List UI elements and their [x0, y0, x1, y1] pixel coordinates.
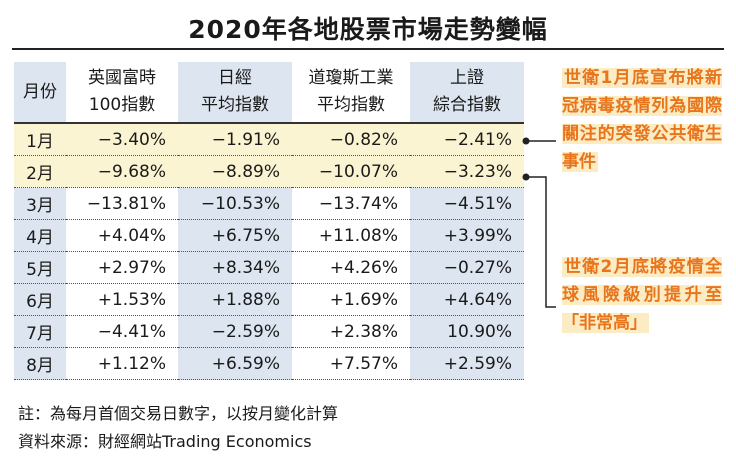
- header-dow: 道瓊斯工業 平均指數: [292, 62, 410, 124]
- connector-feb-line: [526, 176, 556, 308]
- header-month: 月份: [14, 62, 66, 124]
- nikkei-cell: −1.91%: [178, 123, 292, 156]
- table-row: 5月 +2.97% +8.34% +4.26% −0.27%: [14, 251, 524, 284]
- dow-cell: −10.07%: [292, 155, 410, 188]
- ftse-cell: −4.41%: [66, 315, 178, 348]
- dow-cell: −13.74%: [292, 187, 410, 220]
- nikkei-cell: +8.34%: [178, 251, 292, 284]
- ftse-cell: −13.81%: [66, 187, 178, 220]
- dow-cell: +11.08%: [292, 219, 410, 252]
- month-cell: 5月: [14, 251, 66, 284]
- dow-cell: +1.69%: [292, 283, 410, 316]
- ftse-cell: +1.53%: [66, 283, 178, 316]
- nikkei-cell: +1.88%: [178, 283, 292, 316]
- table-row: 2月 −9.68% −8.89% −10.07% −3.23%: [14, 155, 524, 188]
- sse-cell: −2.41%: [410, 123, 524, 156]
- month-cell: 7月: [14, 315, 66, 348]
- dow-cell: −0.82%: [292, 123, 410, 156]
- header-nikkei: 日經 平均指數: [178, 62, 292, 124]
- ftse-cell: +4.04%: [66, 219, 178, 252]
- sse-cell: +2.59%: [410, 347, 524, 380]
- callout-january: 世衛1月底宣布將新冠病毒疫情列為國際關注的突發公共衛生事件: [562, 64, 722, 176]
- nikkei-cell: +6.59%: [178, 347, 292, 380]
- stock-table: 月份 英國富時 100指數 日經 平均指數 道瓊斯工業 平均指數 上證 綜合指數…: [14, 62, 524, 380]
- month-cell: 6月: [14, 283, 66, 316]
- table-row: 8月 +1.12% +6.59% +7.57% +2.59%: [14, 347, 524, 380]
- page-title: 2020年各地股票市場走勢變幅: [188, 15, 548, 44]
- ftse-cell: −9.68%: [66, 155, 178, 188]
- dow-cell: +7.57%: [292, 347, 410, 380]
- ftse-cell: +2.97%: [66, 251, 178, 284]
- month-cell: 3月: [14, 187, 66, 220]
- nikkei-cell: −8.89%: [178, 155, 292, 188]
- source-text: 資料來源：財經網站Trading Economics: [18, 432, 312, 451]
- header-row: 月份 英國富時 100指數 日經 平均指數 道瓊斯工業 平均指數 上證 綜合指數: [14, 62, 524, 124]
- nikkei-cell: −2.59%: [178, 315, 292, 348]
- table-row: 3月 −13.81% −10.53% −13.74% −4.51%: [14, 187, 524, 220]
- sse-cell: −3.23%: [410, 155, 524, 188]
- table-row: 1月 −3.40% −1.91% −0.82% −2.41%: [14, 123, 524, 156]
- nikkei-cell: −10.53%: [178, 187, 292, 220]
- sse-cell: 10.90%: [410, 315, 524, 348]
- dow-cell: +2.38%: [292, 315, 410, 348]
- month-cell: 1月: [14, 123, 66, 156]
- ftse-cell: −3.40%: [66, 123, 178, 156]
- ftse-cell: +1.12%: [66, 347, 178, 380]
- footnotes: 註：為每月首個交易日數字，以按月變化計算 資料來源：財經網站Trading Ec…: [18, 400, 338, 456]
- table-row: 4月 +4.04% +6.75% +11.08% +3.99%: [14, 219, 524, 252]
- sse-cell: +4.64%: [410, 283, 524, 316]
- callout-february: 世衛2月底將疫情全球風險級別提升至「非常高」: [562, 253, 722, 337]
- header-sse: 上證 綜合指數: [410, 62, 524, 124]
- table-row: 6月 +1.53% +1.88% +1.69% +4.64%: [14, 283, 524, 316]
- sse-cell: +3.99%: [410, 219, 524, 252]
- table-row: 7月 −4.41% −2.59% +2.38% 10.90%: [14, 315, 524, 348]
- connector-feb-dot: [522, 173, 530, 181]
- month-cell: 8月: [14, 347, 66, 380]
- note-text: 註：為每月首個交易日數字，以按月變化計算: [18, 404, 339, 423]
- nikkei-cell: +6.75%: [178, 219, 292, 252]
- month-cell: 2月: [14, 155, 66, 188]
- connector-jan-dot: [522, 137, 530, 145]
- dow-cell: +4.26%: [292, 251, 410, 284]
- month-cell: 4月: [14, 219, 66, 252]
- title-divider: [12, 48, 724, 50]
- sse-cell: −0.27%: [410, 251, 524, 284]
- sse-cell: −4.51%: [410, 187, 524, 220]
- header-ftse: 英國富時 100指數: [66, 62, 178, 124]
